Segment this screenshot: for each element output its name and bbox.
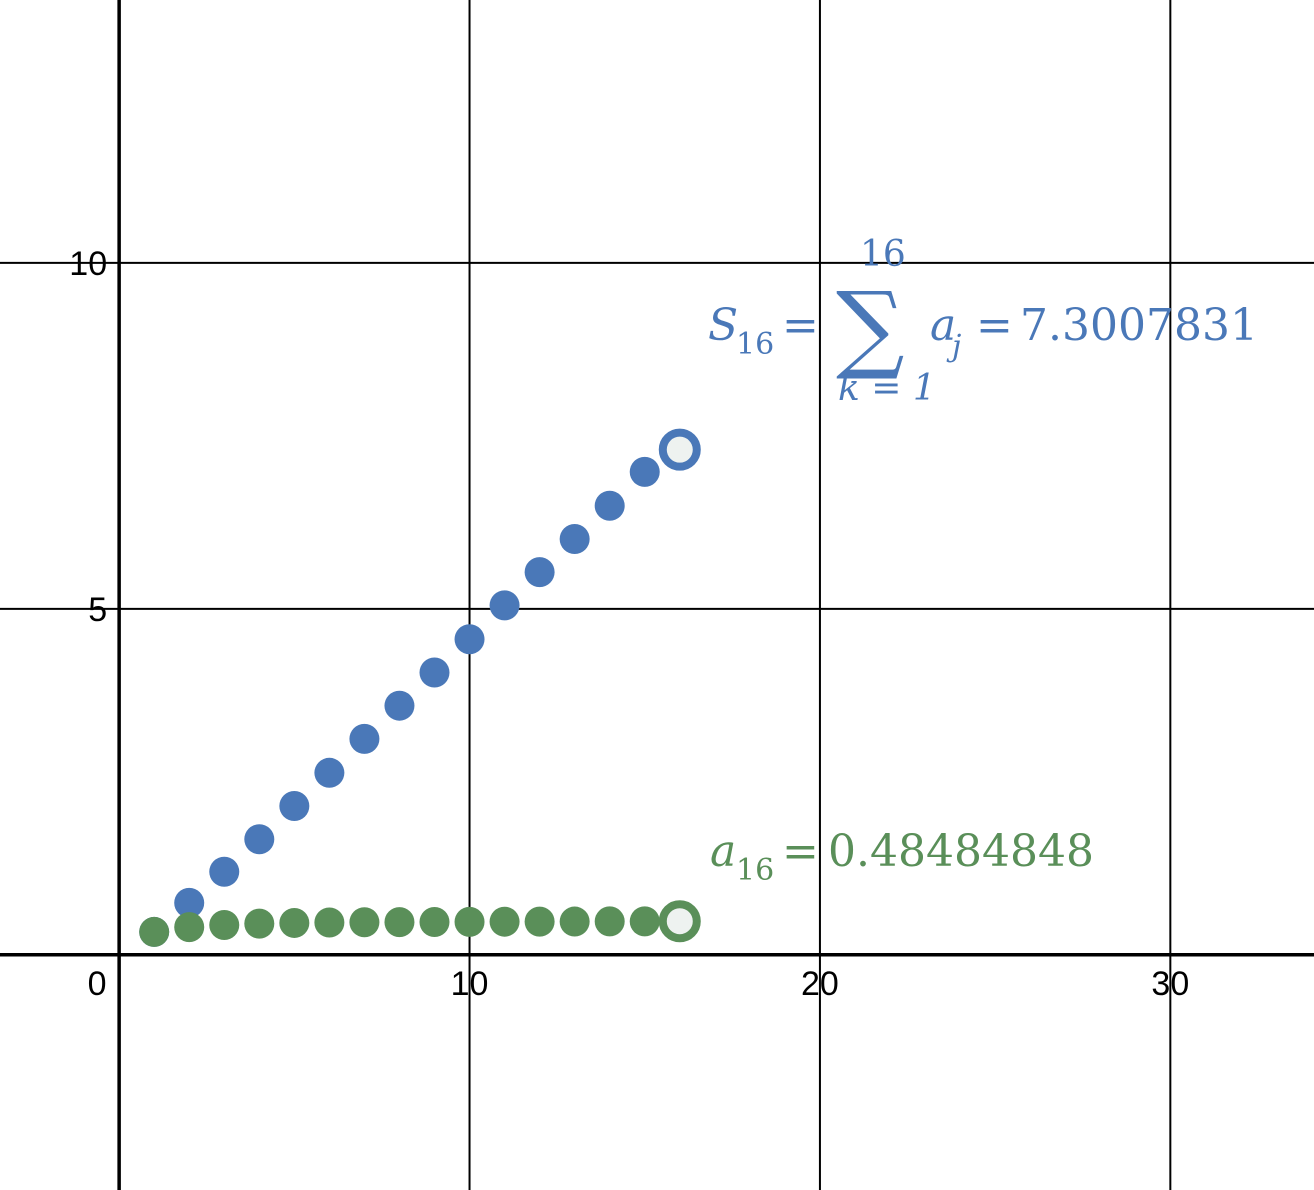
series-1-point-12: [524, 557, 555, 588]
tick-labels: 0 10 20 30 5 10: [69, 245, 1189, 1003]
series-2-point-8: [384, 907, 415, 938]
sum-s-subscript: 16: [736, 327, 774, 362]
series-1-point-15: [629, 456, 660, 487]
series-2-point-1: [139, 916, 170, 947]
series-2-point-4: [244, 908, 275, 939]
x-tick-label-20: 20: [801, 965, 839, 1003]
term-a-subscript: 16: [736, 853, 774, 888]
series-1-point-2: [174, 887, 205, 918]
series-2-point-6: [314, 907, 345, 938]
sum-equals-2: =: [976, 300, 1013, 351]
series-1-point-11: [489, 590, 520, 621]
series-2-point-12: [524, 906, 555, 937]
sum-annotation: S 16 = ∑ 16 k = 1 a j = 7.3007831: [708, 234, 1258, 409]
series-2-point-2: [174, 912, 205, 943]
sum-a-symbol: a: [930, 300, 956, 351]
x-tick-label-30: 30: [1151, 965, 1189, 1003]
series-1-point-13: [559, 523, 590, 554]
series-1-point-7: [349, 723, 380, 754]
term-equals: =: [782, 826, 819, 877]
term-annotation: a 16 = 0.48484848: [710, 826, 1094, 888]
series-1-point-6: [314, 757, 345, 788]
series-2-point-10: [454, 906, 485, 937]
data-points: [139, 428, 701, 947]
term-value: 0.48484848: [828, 826, 1094, 877]
series-2-point-14: [594, 906, 625, 937]
x-tick-label-10: 10: [451, 965, 489, 1003]
sum-equals-1: =: [782, 300, 819, 351]
series-2-highlight-point: [658, 900, 701, 943]
series-2-point-3: [209, 910, 240, 941]
x-tick-label-0: 0: [88, 965, 107, 1003]
series-1-point-9: [419, 657, 450, 688]
y-tick-label-5: 5: [88, 591, 107, 629]
sigma-symbol: ∑: [836, 271, 905, 383]
series-2-point-5: [279, 907, 310, 938]
series-2-point-15: [629, 906, 660, 937]
y-tick-label-10: 10: [69, 245, 107, 283]
term-a-symbol: a: [710, 826, 736, 877]
series-1-point-3: [209, 856, 240, 887]
series-1-point-5: [279, 791, 310, 822]
series-1-point-10: [454, 624, 485, 655]
sum-value: 7.3007831: [1020, 300, 1258, 351]
sigma-upper-bound: 16: [860, 234, 906, 275]
sigma-lower-bound: k = 1: [838, 368, 936, 409]
series-1-highlight-point: [658, 428, 701, 471]
series-1-point-14: [594, 490, 625, 521]
series-1-point-8: [384, 690, 415, 721]
series-2-point-9: [419, 906, 450, 937]
series-1-point-4: [244, 824, 275, 855]
sum-s-symbol: S: [708, 300, 738, 351]
series-2-point-13: [559, 906, 590, 937]
series-2-point-7: [349, 907, 380, 938]
series-2-point-11: [489, 906, 520, 937]
